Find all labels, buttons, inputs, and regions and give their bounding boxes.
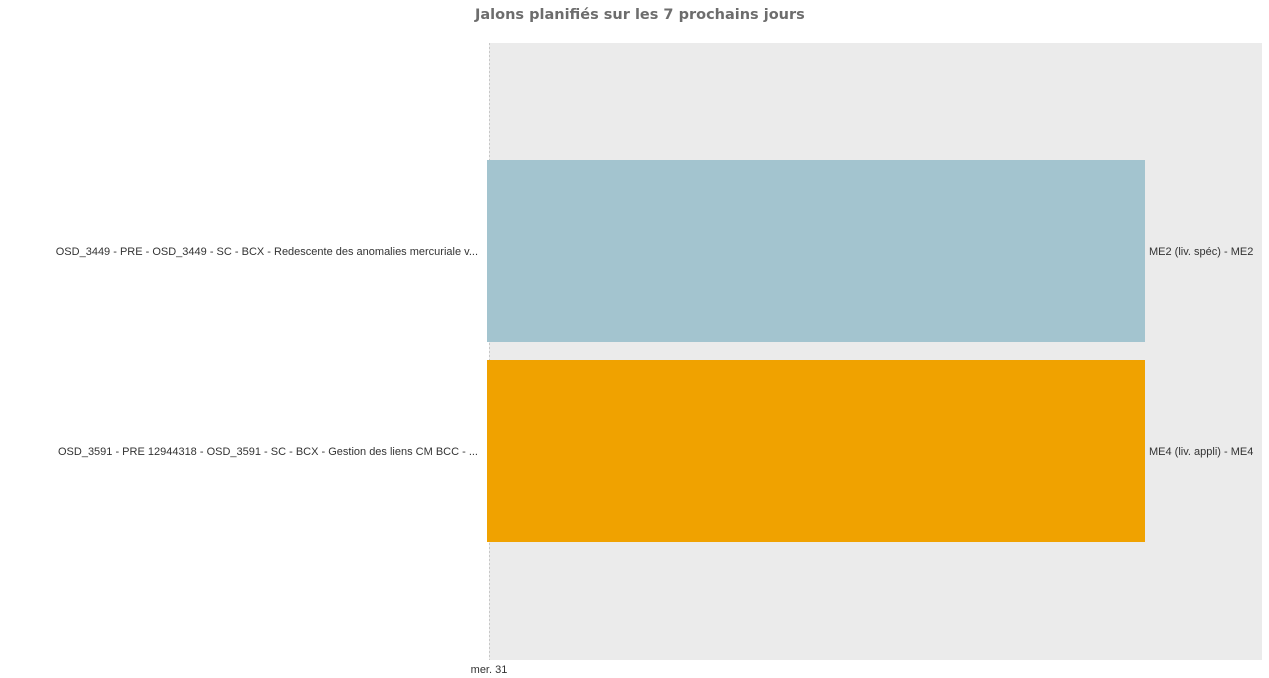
x-tick-label-1: mer. 31 — [471, 664, 508, 676]
bar-1[interactable] — [487, 160, 1145, 342]
plot-area — [489, 43, 1262, 660]
bar-end-label-1: ME2 (liv. spéc) - ME2 — [1149, 246, 1253, 258]
bar-end-labels: ME2 (liv. spéc) - ME2 ME4 (liv. appli) - … — [1149, 246, 1253, 458]
bars-group — [487, 160, 1145, 542]
category-labels: OSD_3449 - PRE - OSD_3449 - SC - BCX - R… — [56, 246, 478, 458]
x-axis-ticks: mer. 31 — [471, 664, 508, 676]
category-label-2: OSD_3591 - PRE 12944318 - OSD_3591 - SC … — [58, 446, 478, 458]
bar-2[interactable] — [487, 360, 1145, 542]
bar-end-label-2: ME4 (liv. appli) - ME4 — [1149, 446, 1253, 458]
category-label-1: OSD_3449 - PRE - OSD_3449 - SC - BCX - R… — [56, 246, 478, 258]
chart-title: Jalons planifiés sur les 7 prochains jou… — [475, 7, 805, 23]
